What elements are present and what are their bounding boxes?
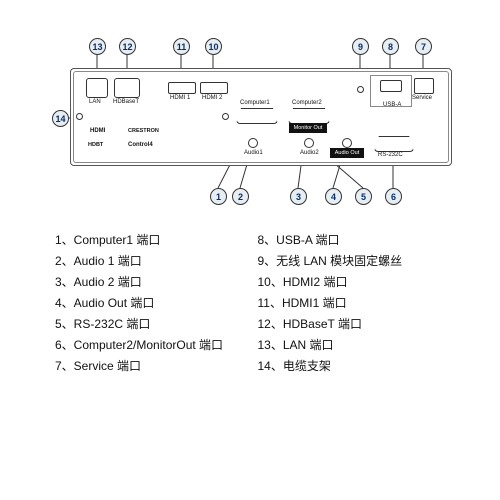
legend-item: 3、Audio 2 端口 (55, 272, 258, 293)
label-lan: LAN (89, 99, 101, 105)
legend-col-left: 1、Computer1 端口 2、Audio 1 端口 3、Audio 2 端口… (55, 230, 258, 377)
logo-crestron: CRESTRON (128, 128, 159, 134)
callout-6: 6 (385, 188, 402, 205)
port-lan (86, 78, 108, 98)
legend-item: 12、HDBaseT 端口 (258, 314, 461, 335)
legend-item: 10、HDMI2 端口 (258, 272, 461, 293)
legend-item: 4、Audio Out 端口 (55, 293, 258, 314)
legend-col-right: 8、USB-A 端口 9、无线 LAN 模块固定螺丝 10、HDMI2 端口 1… (258, 230, 461, 377)
port-hdmi2 (200, 82, 228, 94)
callout-7: 7 (415, 38, 432, 55)
label-hdmi2: HDMI 2 (202, 95, 222, 101)
port-hdmi1 (168, 82, 196, 94)
legend-item: 13、LAN 端口 (258, 335, 461, 356)
legend-item: 11、HDMI1 端口 (258, 293, 461, 314)
label-computer1: Computer1 (240, 100, 270, 106)
legend-item: 9、无线 LAN 模块固定螺丝 (258, 251, 461, 272)
legend-item: 1、Computer1 端口 (55, 230, 258, 251)
label-hdbaset: HDBaseT (113, 99, 139, 105)
port-service (414, 78, 434, 94)
callout-11: 11 (173, 38, 190, 55)
usb-recess (370, 75, 412, 107)
port-rs232c (374, 136, 414, 152)
callout-5: 5 (355, 188, 372, 205)
callout-14: 14 (52, 110, 69, 127)
port-audioout (342, 138, 352, 148)
label-service: Service (412, 95, 432, 101)
logo-control4: Control4 (128, 142, 153, 148)
label-hdmi1: HDMI 1 (170, 95, 190, 101)
legend-item: 5、RS-232C 端口 (55, 314, 258, 335)
callout-4: 4 (325, 188, 342, 205)
port-computer1 (236, 108, 278, 124)
port-computer2 (288, 108, 330, 124)
port-hdbaset (114, 78, 140, 98)
callout-8: 8 (382, 38, 399, 55)
callout-1: 1 (210, 188, 227, 205)
label-audio1: Audio1 (244, 150, 263, 156)
bracket-hole-r (222, 113, 229, 120)
wlan-screw (357, 86, 364, 93)
label-audioout: Audio Out (330, 148, 364, 158)
legend-item: 14、电缆支架 (258, 356, 461, 377)
legend-item: 6、Computer2/MonitorOut 端口 (55, 335, 258, 356)
callout-3: 3 (290, 188, 307, 205)
callout-10: 10 (205, 38, 222, 55)
label-rs232c: RS-232C (378, 152, 403, 158)
port-audio1 (248, 138, 258, 148)
legend-item: 2、Audio 1 端口 (55, 251, 258, 272)
callout-2: 2 (232, 188, 249, 205)
legend-item: 7、Service 端口 (55, 356, 258, 377)
legend-item: 8、USB-A 端口 (258, 230, 461, 251)
label-monitorout: Monitor Out (289, 123, 327, 133)
callout-12: 12 (119, 38, 136, 55)
legend: 1、Computer1 端口 2、Audio 1 端口 3、Audio 2 端口… (0, 220, 500, 377)
bracket-hole-l (76, 113, 83, 120)
logo-hdmi: HDMI (90, 128, 105, 134)
port-audio2 (304, 138, 314, 148)
panel-diagram: LAN HDBaseT HDMI 1 HDMI 2 USB-A Service … (0, 0, 500, 220)
callout-9: 9 (352, 38, 369, 55)
logo-hdbt: HDBT (88, 142, 103, 148)
label-audio2: Audio2 (300, 150, 319, 156)
callout-13: 13 (89, 38, 106, 55)
label-computer2: Computer2 (292, 100, 322, 106)
